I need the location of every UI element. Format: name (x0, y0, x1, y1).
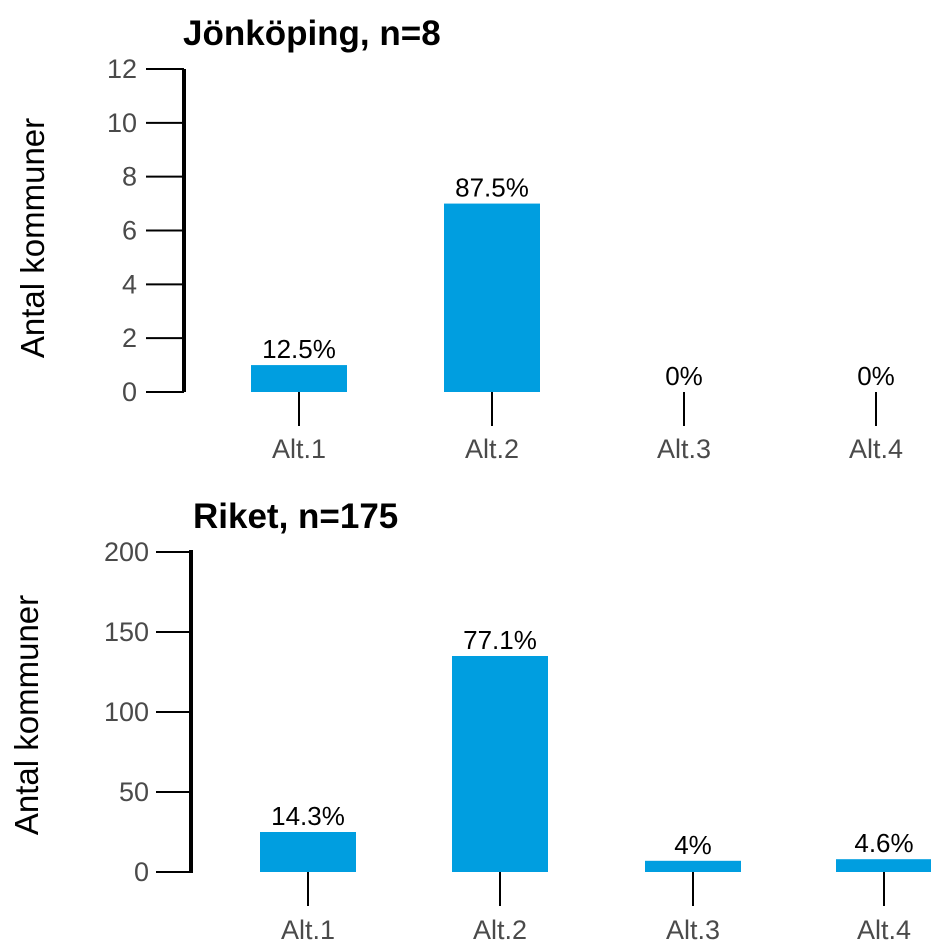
y-tick-label: 12 (107, 54, 137, 84)
y-axis-label: Antal kommuner (14, 118, 51, 358)
x-tick-label: Alt.3 (666, 915, 720, 944)
x-tick-label: Alt.1 (272, 434, 326, 464)
data-label: 14.3% (271, 801, 345, 831)
data-label: 4% (674, 830, 712, 860)
data-label: 0% (857, 361, 895, 391)
y-tick-label: 100 (104, 697, 149, 727)
x-tick-label: Alt.2 (465, 434, 519, 464)
y-tick-label: 200 (104, 537, 149, 567)
y-tick-label: 8 (122, 162, 137, 192)
data-label: 4.6% (854, 828, 913, 858)
y-tick-label: 10 (107, 108, 137, 138)
x-tick-label: Alt.2 (473, 915, 527, 944)
y-tick-label: 0 (122, 377, 137, 407)
bar (452, 656, 548, 872)
data-label: 77.1% (463, 625, 537, 655)
y-axis-label: Antal kommuner (8, 595, 45, 835)
bar (260, 832, 356, 872)
x-tick-label: Alt.1 (281, 915, 335, 944)
chart-panel-riket: Riket, n=175 Antal kommuner 0 50 100 150 200… (8, 497, 931, 944)
bar (836, 859, 931, 872)
chart-title: Jönköping, n=8 (183, 14, 441, 53)
x-tick-label: Alt.4 (849, 434, 903, 464)
y-tick-label: 0 (134, 857, 149, 887)
bar (444, 203, 540, 392)
bar (645, 860, 741, 872)
data-label: 87.5% (455, 173, 529, 203)
y-tick-label: 50 (119, 777, 149, 807)
data-label: 0% (665, 361, 703, 391)
chart-title: Riket, n=175 (193, 497, 398, 536)
data-label: 12.5% (262, 334, 336, 364)
y-tick-label: 4 (122, 269, 137, 299)
x-tick-label: Alt.4 (857, 915, 911, 944)
y-tick-label: 150 (104, 617, 149, 647)
y-tick-label: 2 (122, 323, 137, 353)
y-tick-label: 6 (122, 216, 137, 246)
chart-panel-jonkoping: Jönköping, n=8 Antal kommuner 0 2 4 6 8 10 12 A… (14, 14, 903, 464)
x-tick-label: Alt.3 (657, 434, 711, 464)
bar (251, 365, 347, 392)
